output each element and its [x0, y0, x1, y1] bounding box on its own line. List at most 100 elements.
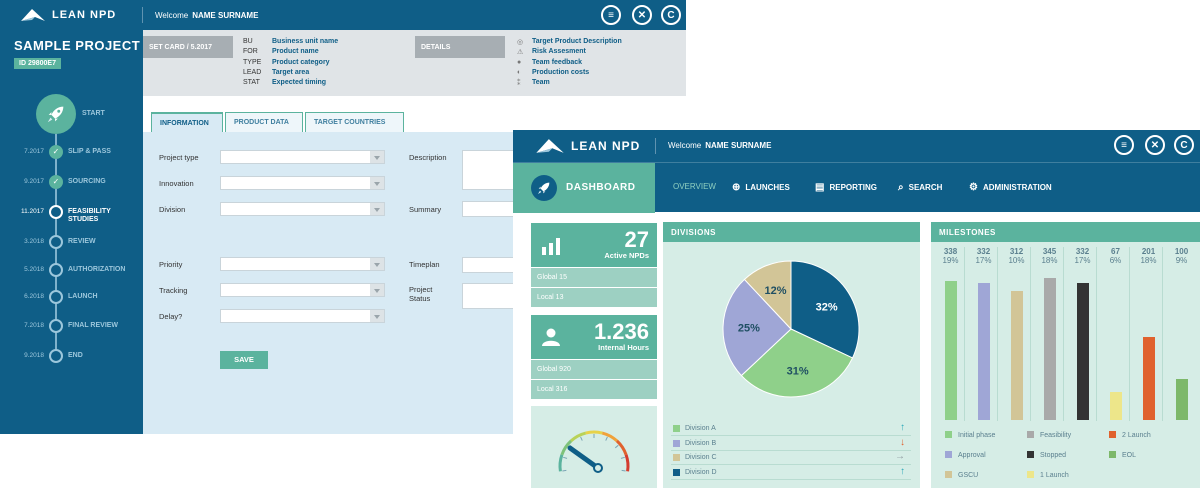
step-date: 6.2018 — [24, 293, 44, 300]
menu-button[interactable]: ≡ — [601, 5, 621, 25]
step-dot — [49, 290, 63, 304]
kpi-row: Global 920 — [531, 360, 657, 379]
bar-eol — [1175, 378, 1188, 420]
step-6[interactable]: 5.2018 AUTHORIZATION — [0, 262, 143, 278]
tab-product-data[interactable]: PRODUCT DATA — [225, 112, 303, 132]
welcome-text: Welcome NAME SURNAME — [155, 11, 258, 20]
bar-chart-icon — [542, 238, 560, 255]
bar-value-label: 312 — [1009, 247, 1024, 256]
details-link[interactable]: Team feedback — [532, 58, 583, 66]
logo-icon — [536, 139, 564, 153]
dashboard-window: LEAN NPD Welcome NAME SURNAME ≡ ✕ C DASHB… — [513, 130, 1200, 501]
nav-label: REPORTING — [829, 183, 878, 192]
step-9[interactable]: 9.2018 END — [0, 348, 143, 364]
step-7[interactable]: 6.2018 LAUNCH — [0, 289, 143, 305]
step-dot — [49, 235, 63, 249]
tab-target-countries[interactable]: TARGET COUNTRIES — [305, 112, 404, 132]
legend-label: Division B — [685, 439, 717, 447]
logo: LEAN NPD — [535, 138, 640, 154]
details-link[interactable]: Team — [532, 79, 550, 87]
step-8[interactable]: 7.2018 FINAL REVIEW — [0, 318, 143, 334]
dashboard-tile[interactable]: DASHBOARD — [513, 163, 655, 213]
gauge-segment — [570, 431, 587, 443]
details-link[interactable]: Target Product Description — [532, 38, 622, 45]
legend-item: 2 Launch — [1109, 431, 1151, 439]
step-4[interactable]: 11.2017 FEASIBILITY STUDIES — [0, 204, 143, 223]
set-card-value: Target area — [272, 68, 310, 76]
tracking-select[interactable] — [220, 283, 385, 297]
column-divider — [1096, 247, 1097, 421]
bar-percent-label: 17% — [1074, 256, 1091, 265]
pie-slice-division-d — [790, 260, 860, 359]
gauge-tick — [605, 436, 608, 441]
gauge-segment — [624, 454, 630, 472]
details-link[interactable]: Production costs — [532, 68, 590, 76]
step-3[interactable]: 9.2017 ✓ SOURCING — [0, 174, 143, 190]
divider — [142, 7, 143, 23]
step-2[interactable]: 7.2017 ✓ SLIP & PASS — [0, 144, 143, 160]
legend-swatch — [1027, 471, 1034, 478]
legend-label: EOL — [1122, 452, 1137, 459]
innovation-select[interactable] — [220, 176, 385, 190]
nav-search[interactable]: ⌕ SEARCH — [898, 182, 942, 193]
kpi-row: Local 316 — [531, 380, 657, 399]
check-icon: ✓ — [49, 175, 63, 189]
divisions-title: DIVISIONS — [663, 222, 920, 242]
legend-item: Division B ↓ — [671, 437, 911, 451]
legend-item: 1 Launch — [1027, 471, 1069, 479]
gear-icon: ⚙ — [969, 182, 978, 193]
refresh-button[interactable]: C — [661, 5, 681, 25]
legend-item: Initial phase — [945, 431, 995, 439]
rocket-icon — [47, 106, 64, 123]
nav-label: OVERVIEW — [673, 182, 716, 191]
step-5[interactable]: 3.2018 REVIEW — [0, 234, 143, 250]
division-select[interactable] — [220, 202, 385, 216]
refresh-icon: C — [1180, 139, 1188, 151]
bar-value-label: 338 — [943, 247, 958, 256]
gauge — [558, 430, 630, 473]
menu-icon: ≡ — [608, 9, 614, 21]
step-1[interactable]: START — [0, 106, 143, 122]
brand-name: LEAN NPD — [571, 139, 641, 153]
set-card-key: BU — [243, 38, 253, 45]
project-type-select[interactable] — [220, 150, 385, 164]
tab-information[interactable]: INFORMATION — [151, 112, 223, 132]
details-link[interactable]: Risk Assesment — [532, 48, 586, 56]
legend-swatch — [945, 431, 952, 438]
form-label: Project Status — [409, 285, 433, 303]
gauge-segment — [585, 430, 603, 435]
divisions-panel: DIVISIONS 32% 31% 25% 12% Division A ↑ Divisi… — [663, 222, 920, 488]
delay-select[interactable] — [220, 309, 385, 323]
pie-slice-label: 12% — [764, 285, 786, 297]
nav-administration[interactable]: ⚙ ADMINISTRATION — [969, 182, 1052, 193]
legend-item: EOL — [1109, 451, 1136, 459]
form-label: Timeplan — [409, 260, 440, 269]
start-step-button[interactable] — [36, 94, 76, 134]
nav-overview[interactable]: OVERVIEW — [673, 182, 716, 191]
legend-swatch — [673, 425, 680, 432]
nav-reporting[interactable]: ▤ REPORTING — [815, 182, 877, 193]
priority-select[interactable] — [220, 257, 385, 271]
nav-label: ADMINISTRATION — [982, 183, 1052, 192]
close-button[interactable]: ✕ — [1145, 135, 1165, 155]
bar-percent-label: 18% — [1041, 256, 1058, 265]
gauge-segment — [560, 439, 573, 456]
legend-label: Stopped — [1040, 452, 1067, 459]
close-button[interactable]: ✕ — [632, 5, 652, 25]
bar-value-label: 332 — [1075, 247, 1090, 256]
gauge-segment — [601, 431, 618, 443]
project-status-input[interactable] — [462, 283, 522, 309]
legend-item: Approval — [945, 451, 986, 459]
nav-label: LAUNCHES — [745, 183, 790, 192]
menu-button[interactable]: ≡ — [1114, 135, 1134, 155]
chat-icon: ● — [517, 58, 522, 66]
divisions-pie: 32% 31% 25% 12% — [722, 260, 860, 398]
warning-icon: ⚠ — [517, 49, 524, 57]
milestones-panel: MILESTONES 338 19% 332 17% 312 10% 345 18% 332 17… — [931, 222, 1200, 488]
details-label: DETAILS — [415, 36, 505, 58]
legend-label: Division D — [685, 468, 717, 476]
save-button[interactable]: SAVE — [220, 351, 268, 369]
legend-label: Initial phase — [958, 432, 996, 439]
refresh-button[interactable]: C — [1174, 135, 1194, 155]
nav-launches[interactable]: ⊕ LAUNCHES — [732, 182, 790, 193]
